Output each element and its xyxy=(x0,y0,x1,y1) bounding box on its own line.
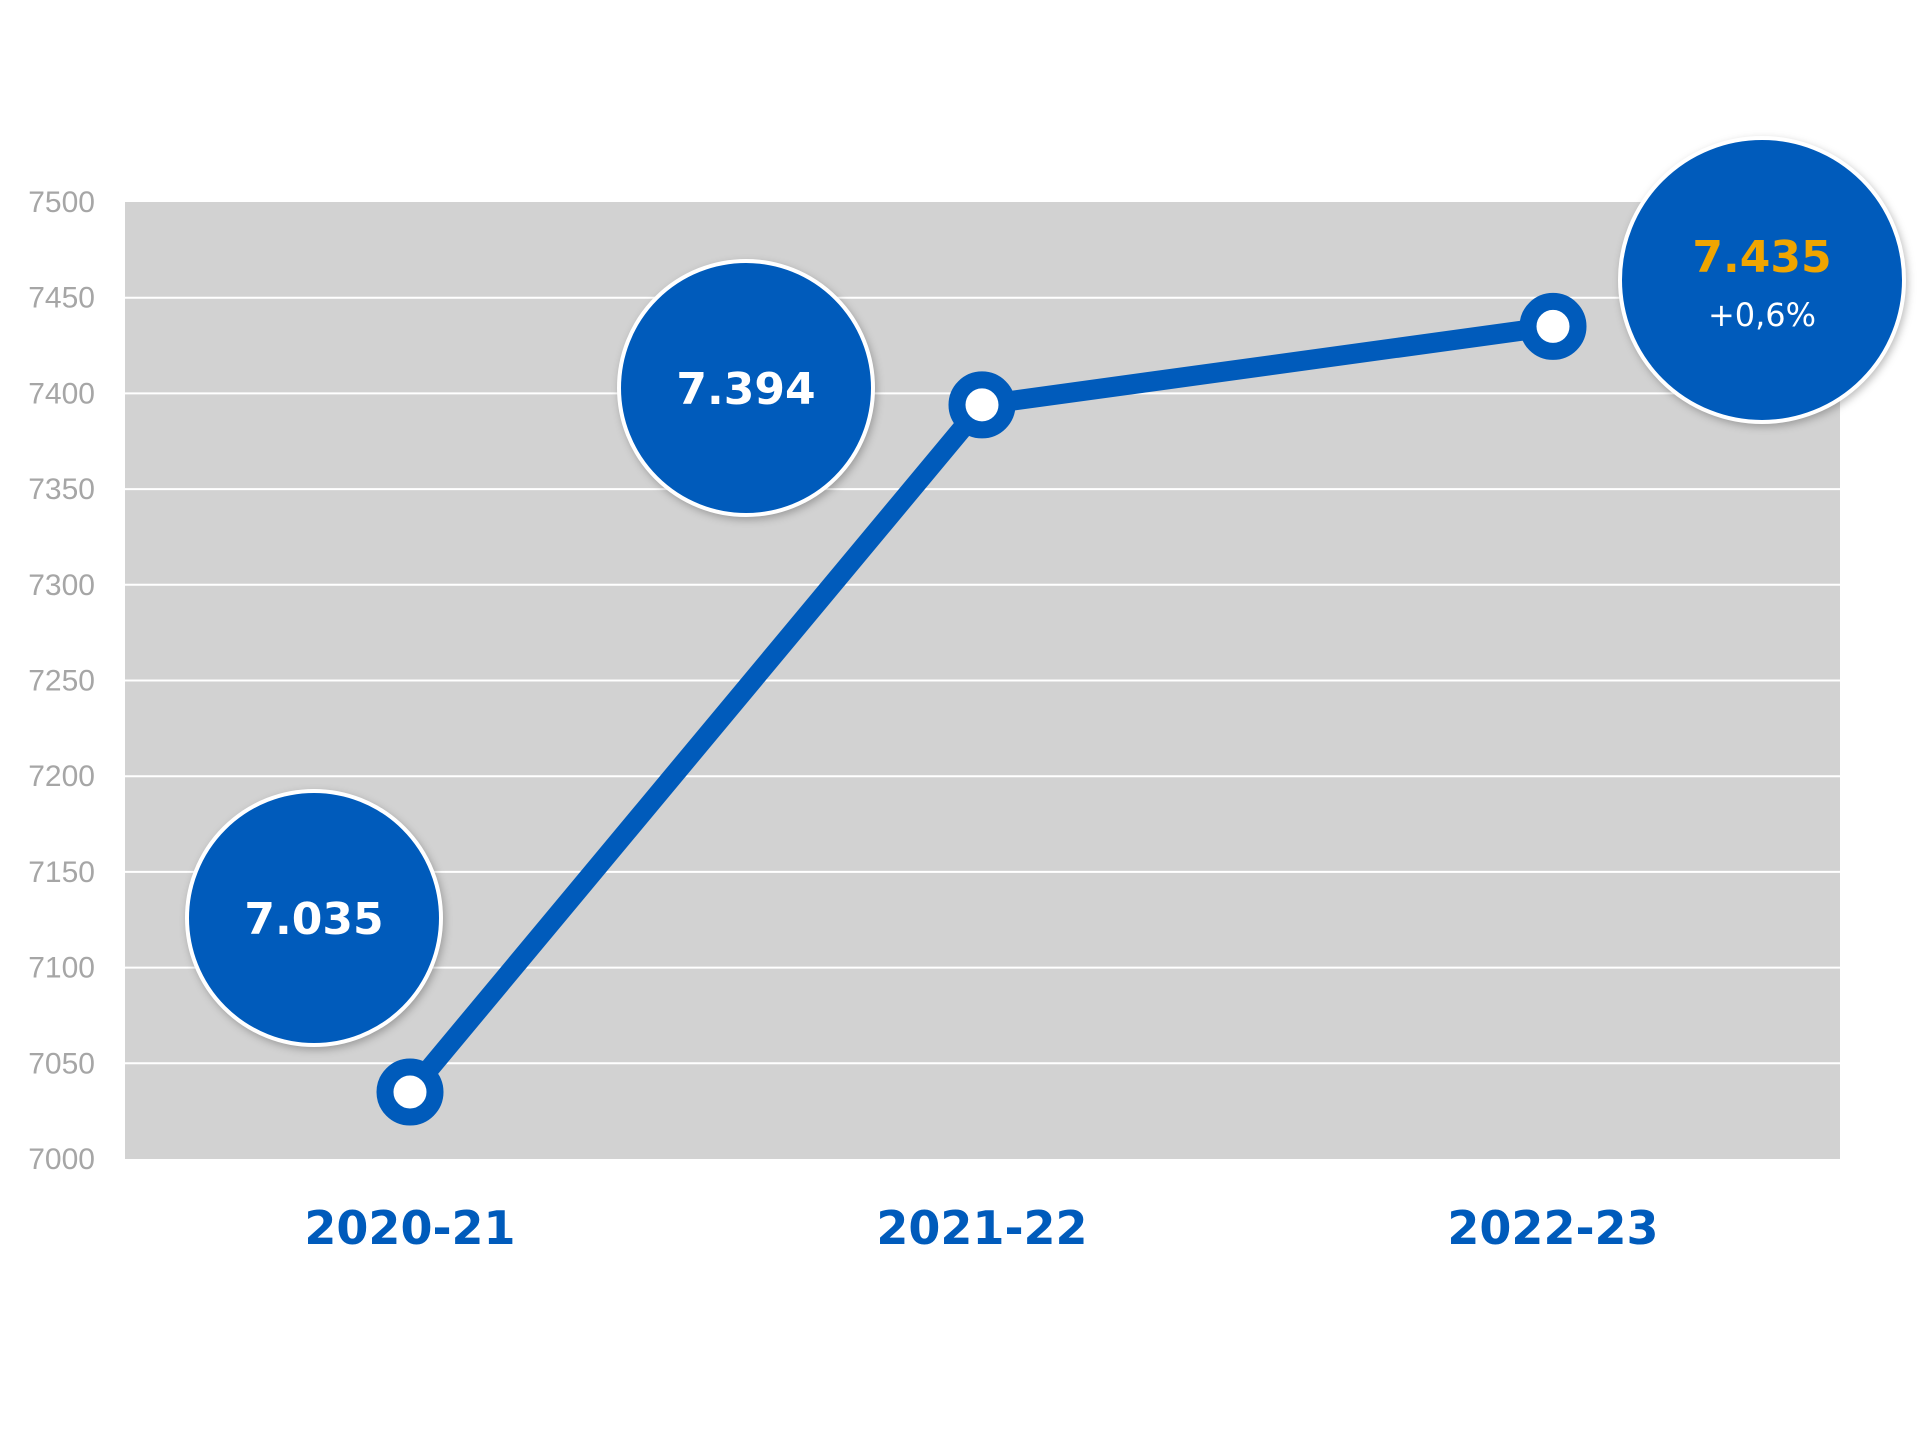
x-axis-category-labels: 2020-21 2021-22 2022-23 xyxy=(304,1201,1658,1255)
y-tick-label-7300: 7300 xyxy=(28,569,95,602)
x-category-label-2020-21: 2020-21 xyxy=(304,1201,515,1255)
value-bubble-2022-23 xyxy=(1618,136,1906,424)
y-tick-label-7250: 7250 xyxy=(28,665,95,698)
y-tick-label-7050: 7050 xyxy=(28,1047,95,1080)
value-bubbles: 7.035 7.394 7.435 +0,6% xyxy=(185,136,1906,1047)
x-category-label-2022-23: 2022-23 xyxy=(1447,1201,1658,1255)
data-point-2020-21 xyxy=(376,1058,444,1126)
y-tick-label-7000: 7000 xyxy=(28,1143,95,1176)
data-label-2021-22: 7.394 xyxy=(676,364,815,415)
y-tick-label-7200: 7200 xyxy=(28,760,95,793)
y-tick-label-7100: 7100 xyxy=(28,952,95,985)
x-category-label-2021-22: 2021-22 xyxy=(876,1201,1087,1255)
y-axis-tick-labels: 7000 7050 7100 7150 7200 7250 7300 7350 7400 7450… xyxy=(28,186,95,1176)
series-line-group xyxy=(376,292,1587,1126)
data-label-2020-21: 7.035 xyxy=(244,894,383,945)
value-bubble-2021-22 xyxy=(617,259,875,517)
y-tick-label-7400: 7400 xyxy=(28,377,95,410)
y-tick-label-7450: 7450 xyxy=(28,282,95,315)
value-bubble-2020-21 xyxy=(185,789,443,1047)
data-point-2022-23 xyxy=(1519,292,1587,360)
y-tick-label-7500: 7500 xyxy=(28,186,95,219)
change-label-2022-23: +0,6% xyxy=(1708,296,1816,334)
data-point-2021-22 xyxy=(948,371,1016,439)
y-tick-label-7150: 7150 xyxy=(28,856,95,889)
y-tick-label-7350: 7350 xyxy=(28,473,95,506)
data-label-2022-23: 7.435 xyxy=(1692,232,1831,283)
